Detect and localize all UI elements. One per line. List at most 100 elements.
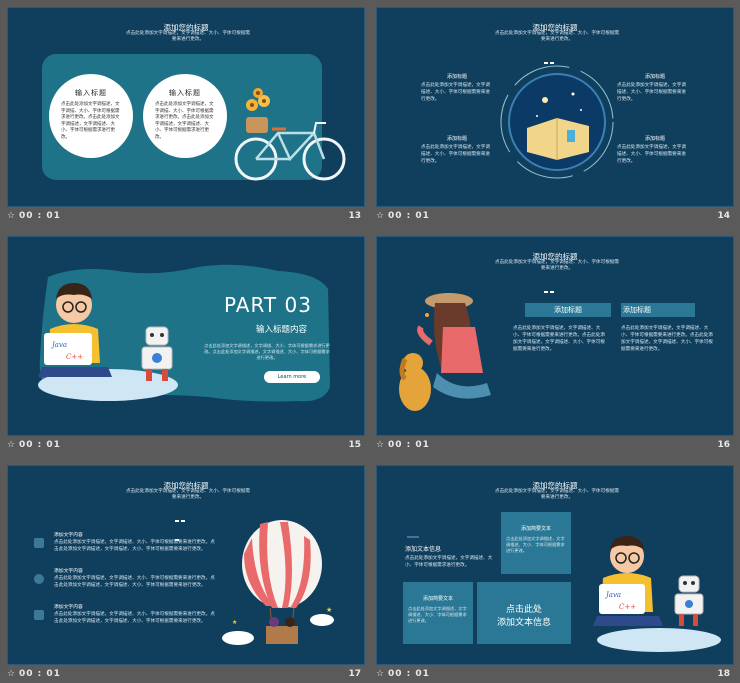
item-text: 点击此处添加文字调描述，文字调描述、大小、字体可根据需要来进行更改。 [421, 145, 490, 164]
thumb-footer: ☆ 00 : 01 18 [376, 667, 734, 683]
list-item-title: 添加文字内容 [54, 605, 83, 610]
timing: 00 : 01 [388, 669, 430, 679]
copy-icon [34, 610, 44, 620]
circle-title: 输入标题 [169, 89, 201, 97]
small-box-text: 点击此处添加文字调描述，文字调描述、大小、字体可根据需求进行更改。 [408, 606, 467, 623]
slide-title: 添加您的标题 [532, 481, 578, 490]
star-icon: ★ [326, 606, 332, 614]
star-icon: ★ [232, 619, 237, 626]
slide-13[interactable]: 添加您的标题 点击此处添加文字调描述，文字调描述、大小、字体可根据需 要来进行更改… [7, 7, 365, 207]
slide-number: 16 [717, 440, 730, 450]
thumb-footer: ☆ 00 : 01 17 [7, 667, 365, 683]
circle-card-2: 输入标题 点击此处添加文字调描述，文字调描、大小、字体可根据需求进行更改。点击此… [143, 74, 227, 158]
globe-icon [34, 574, 44, 584]
decor-dots [175, 49, 191, 83]
thumb-footer: ☆ 00 : 01 16 [376, 438, 734, 454]
boy-robot-illustration: Java C++ [38, 283, 178, 401]
box-title: 添加文本信息 [405, 546, 442, 553]
star-icon: ☆ [7, 211, 16, 221]
slide-title: 添加您的标题 [532, 23, 578, 32]
hot-air-balloon-illustration: ★ ★ [222, 520, 334, 645]
timing: 00 : 01 [19, 669, 61, 679]
java-label: Java [604, 591, 621, 599]
star-icon: ☆ [376, 211, 385, 221]
slide-title: 添加您的标题 [163, 481, 209, 490]
thumb-footer: ☆ 00 : 01 15 [7, 438, 365, 454]
cpp-label: C++ [619, 603, 636, 611]
decor-dots [544, 278, 560, 312]
circle-title: 输入标题 [75, 89, 107, 97]
slide-number: 17 [348, 669, 361, 679]
section-subtitle: 输入标题内容 [256, 325, 308, 335]
book-illustration [500, 65, 614, 179]
star-icon: ☆ [7, 440, 16, 450]
books-icon [407, 524, 419, 538]
circle-text: 点击此处添加文字调描述，文字调描、大小、字体可根据需求进行更改。点击此处添加文字… [155, 102, 214, 140]
box-text: 点击此处添加文字调描述，文字调描述、大小、字体可根据需求进行更改。 [405, 556, 493, 568]
slide-number: 14 [717, 211, 730, 221]
cpp-label: C++ [66, 353, 83, 361]
learn-more-button[interactable]: Learn more [264, 371, 320, 383]
small-box-title: 添加简要文本 [422, 596, 453, 602]
circle-card-1: 输入标题 点击此处添加文字调描述，文字调描、大小、字体可根据需求进行更改。点击此… [49, 74, 133, 158]
large-box-line-2: 添加文本信息 [496, 618, 551, 628]
small-box-title: 添加简要文本 [520, 526, 551, 532]
slide-15[interactable]: Java C++ PART 03 输入标题内容 点击此处添加文字调描述，文字调描… [7, 236, 365, 436]
slide-16[interactable]: 添加您的标题 点击此处添加文字调描述，文字调描述、大小、字体可根据需 要来进行更改… [376, 236, 734, 436]
star-icon: ☆ [7, 669, 16, 679]
slide-14[interactable]: 添加您的标题 点击此处添加文字调描述，文字调描述、大小、字体可根据需 要来进行更改… [376, 7, 734, 207]
timing: 00 : 01 [388, 211, 430, 221]
item-text: 点击此处添加文字调描述，文字调描述、大小、字体可根据需要来进行更改。 [617, 145, 686, 164]
slide-title: 添加您的标题 [532, 252, 578, 261]
timing: 00 : 01 [19, 440, 61, 450]
decor-dots [544, 507, 560, 541]
part-number: PART 03 [224, 293, 312, 317]
small-box-text: 点击此处添加文字调描述，文字调描述、大小、字体可根据需求进行更改。 [506, 536, 565, 553]
java-label: Java [50, 341, 67, 349]
thumb-footer: ☆ 00 : 01 14 [376, 209, 734, 225]
slide-subtitle: 点击此处添加文字调描述，文字调描述、大小、字体可根据需 要来进行更改。 [125, 489, 251, 500]
slide-number: 15 [348, 440, 361, 450]
decor-dots [544, 49, 560, 83]
slide-17[interactable]: 添加您的标题 点击此处添加文字调描述，文字调描述、大小、字体可根据需 要来进行更改… [7, 465, 365, 665]
slide-title: 添加您的标题 [163, 23, 209, 32]
column-text-2: 点击此处添加文字调描述，文字调描述、大小、字体可根据需要来进行更改。点击此处添加… [621, 326, 713, 352]
blob-background [39, 264, 330, 402]
slide-subtitle: 点击此处添加文字调描述，文字调描述、大小、字体可根据需 要来进行更改。 [494, 260, 620, 271]
bicycle-illustration [234, 88, 346, 181]
item-title: 添加标题 [645, 136, 666, 142]
star-icon: ☆ [376, 440, 385, 450]
slide-number: 13 [348, 211, 361, 221]
large-box: 点击此处 添加文本信息 [477, 582, 571, 644]
list-item-title: 添加文字内容 [54, 569, 83, 574]
document-icon [34, 538, 44, 548]
small-box-1: 添加简要文本 点击此处添加文字调描述，文字调描述、大小、字体可根据需求进行更改。 [501, 512, 571, 574]
star-icon: ☆ [376, 669, 385, 679]
list-item-text: 点击此处添加文字调描述，文字调描述、大小、字体可根据需要来进行更改。点击此处添加… [54, 576, 215, 588]
circle-text: 点击此处添加文字调描述，文字调描、大小、字体可根据需求进行更改。点击此处添加文字… [61, 102, 120, 140]
small-box-2: 添加简要文本 点击此处添加文字调描述，文字调描述、大小、字体可根据需求进行更改。 [403, 582, 473, 644]
item-title: 添加标题 [447, 136, 468, 142]
slide-subtitle: 点击此处添加文字调描述，文字调描述、大小、字体可根据需 要来进行更改。 [494, 489, 620, 500]
slide-subtitle: 点击此处添加文字调描述，文字调描述、大小、字体可根据需 要来进行更改。 [494, 31, 620, 42]
boy-robot-illustration: Java C++ [593, 536, 721, 652]
item-title: 添加标题 [645, 74, 666, 80]
column-text-1: 点击此处添加文字调描述，文字调描述、大小、字体可根据需要来进行更改。点击此处添加… [513, 326, 605, 352]
timing: 00 : 01 [388, 440, 430, 450]
list-item-text: 点击此处添加文字调描述，文字调描述、大小、字体可根据需要来进行更改。点击此处添加… [54, 540, 215, 552]
section-text: 点击此处添加文字调描述，文字调描、大小、字体可根据需求进行更改。点击此处添加文字… [204, 343, 330, 360]
slide-18[interactable]: 添加您的标题 点击此处添加文字调描述，文字调描述、大小、字体可根据需 要来进行更改… [376, 465, 734, 665]
item-text: 点击此处添加文字调描述，文字调描述、大小、字体可根据需要来进行更改。 [421, 83, 490, 102]
girl-dog-illustration [399, 293, 491, 411]
list-item-text: 点击此处添加文字调描述，文字调描述、大小、字体可根据需要来进行更改。点击此处添加… [54, 612, 215, 624]
slide-subtitle: 点击此处添加文字调描述，文字调描述、大小、字体可根据需 要来进行更改。 [125, 31, 251, 42]
item-text: 点击此处添加文字调描述，文字调描述、大小、字体可根据需要来进行更改。 [617, 83, 686, 102]
large-box-line-1: 点击此处 [505, 605, 542, 615]
label-bar-2: 添加标题 [621, 303, 695, 317]
item-title: 添加标题 [447, 74, 468, 80]
timing: 00 : 01 [19, 211, 61, 221]
slide-number: 18 [717, 669, 730, 679]
thumb-footer: ☆ 00 : 01 13 [7, 209, 365, 225]
label-bar-1: 添加标题 [525, 303, 611, 317]
list-item-title: 添加文字内容 [54, 533, 83, 538]
